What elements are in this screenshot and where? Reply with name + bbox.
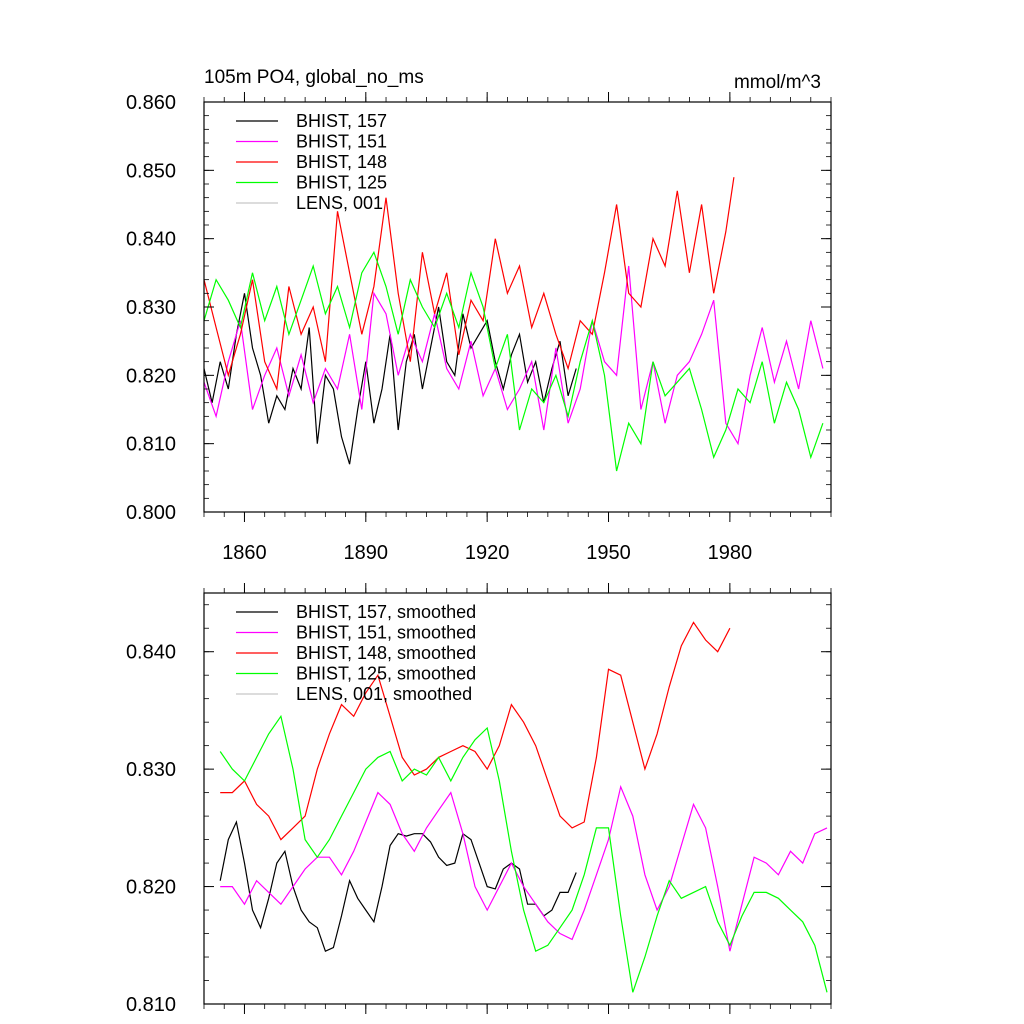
- y-tick-label: 0.830: [126, 759, 176, 781]
- y-tick-label: 0.840: [126, 229, 176, 251]
- series-lines: [219, 621, 828, 993]
- legend-label: BHIST, 151: [296, 132, 387, 152]
- y-tick-label: 0.850: [126, 160, 176, 182]
- y-tick-label: 0.820: [126, 365, 176, 387]
- legend-label: BHIST, 157: [296, 111, 387, 131]
- legend-label: LENS, 001: [296, 193, 383, 213]
- chart-title: 105m PO4, global_no_ms: [204, 67, 424, 88]
- legend-label: BHIST, 125: [296, 173, 387, 193]
- y-tick-label: 0.840: [126, 642, 176, 664]
- x-tick-label: 1950: [586, 542, 631, 564]
- series-line-0: [204, 293, 577, 465]
- legend-label: BHIST, 151, smoothed: [296, 623, 476, 643]
- x-tick-label: 1860: [222, 542, 267, 564]
- plot-frame: [203, 592, 832, 1005]
- y-tick-label: 0.810: [126, 434, 176, 456]
- chart-top-panel: 0.800 0.810 0.820 0.830 0.840 0.850 0.860 1860 1…: [126, 67, 832, 564]
- series-line-3: [204, 250, 824, 472]
- x-tick-label: 1980: [708, 542, 753, 564]
- y-tick-label: 0.820: [126, 877, 176, 899]
- series-line-0: [219, 820, 577, 953]
- series-line-2: [204, 177, 735, 392]
- y-tick-label: 0.830: [126, 297, 176, 319]
- y-tick-label: 0.860: [126, 92, 176, 114]
- x-tick-label: 1920: [465, 542, 510, 564]
- legend-label: BHIST, 148: [296, 152, 387, 172]
- legend-label: LENS, 001, smoothed: [296, 684, 472, 704]
- units-label: mmol/m^3: [734, 72, 821, 93]
- legend-label: BHIST, 157, smoothed: [296, 602, 476, 622]
- series-line-1: [220, 784, 828, 952]
- x-tick-label: 1890: [344, 542, 389, 564]
- series-line-1: [204, 265, 824, 446]
- legend-label: BHIST, 125, smoothed: [296, 664, 476, 684]
- series-line-2: [220, 621, 731, 841]
- legend-label: BHIST, 148, smoothed: [296, 643, 476, 663]
- y-tick-label: 0.800: [126, 502, 176, 524]
- series-lines: [204, 177, 824, 472]
- chart-bottom-panel: 0.810 0.820 0.830 0.840 BHIST, 157, smoothed…: [126, 583, 832, 1016]
- series-line-3: [219, 714, 828, 993]
- y-tick-label: 0.810: [126, 994, 176, 1016]
